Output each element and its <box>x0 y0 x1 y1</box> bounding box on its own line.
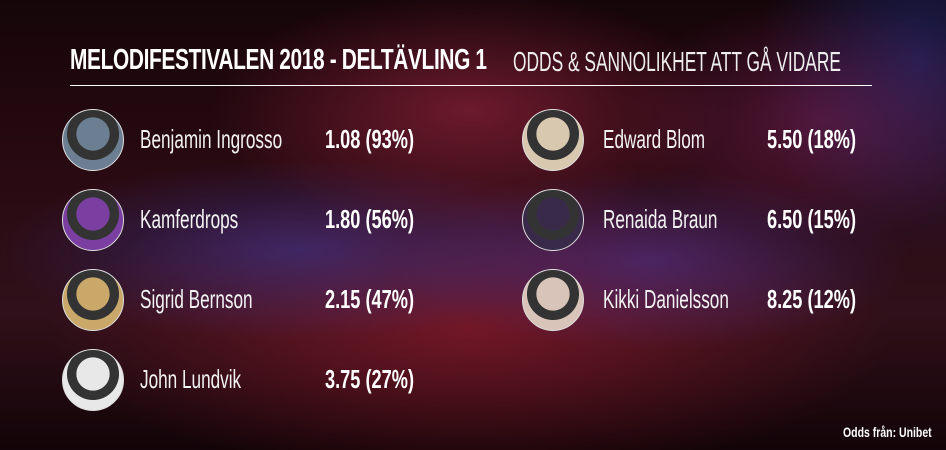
contestant-odds: 2.15 (47%) <box>325 284 415 314</box>
contestant-name: Sigrid Bernson <box>140 284 253 314</box>
contestant-name: John Lundvik <box>140 364 242 394</box>
contestant-photo <box>522 189 584 251</box>
contestant-name: Edward Blom <box>603 124 706 154</box>
contestant-name: Kikki Danielsson <box>603 284 729 314</box>
contestant-odds: 1.08 (93%) <box>325 124 415 154</box>
contestant-odds: 5.50 (18%) <box>767 124 857 154</box>
contestant-name: Renaida Braun <box>603 204 718 234</box>
contestant-name: Kamferdrops <box>140 204 239 234</box>
contestant-photo <box>62 109 124 171</box>
contestant-name: Benjamin Ingrosso <box>140 124 283 154</box>
contestant-photo <box>62 349 124 411</box>
odds-source: Odds från: Unibet <box>843 424 932 440</box>
contestant-photo <box>522 109 584 171</box>
contestant-photo <box>62 189 124 251</box>
contestant-photo <box>62 269 124 331</box>
contestant-odds: 6.50 (15%) <box>767 204 857 234</box>
title-divider <box>70 85 872 86</box>
contestant-odds: 1.80 (56%) <box>325 204 415 234</box>
contestant-odds: 8.25 (12%) <box>767 284 857 314</box>
contestant-odds: 3.75 (27%) <box>325 364 415 394</box>
contestant-photo <box>522 269 584 331</box>
page-subtitle: ODDS & SANNOLIKHET ATT GÅ VIDARE <box>513 46 841 77</box>
page-title: MELODIFESTIVALEN 2018 - DELTÄVLING 1 <box>70 44 487 76</box>
